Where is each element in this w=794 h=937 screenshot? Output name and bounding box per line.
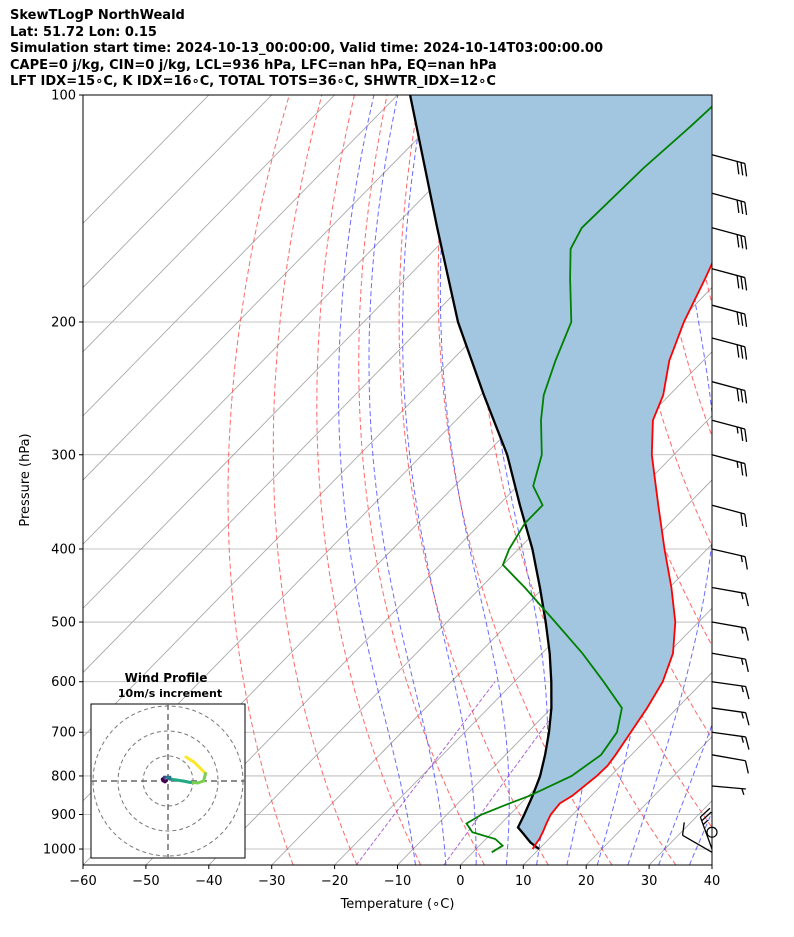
x-tick-label: 20: [578, 874, 595, 889]
x-tick-label: −40: [195, 874, 222, 889]
wind-barb: [711, 192, 748, 216]
mixing-ratio-line: [355, 681, 496, 865]
x-tick-label: −50: [132, 874, 159, 889]
dewpoint-line: [465, 105, 712, 854]
dry-adiabat: [316, 95, 422, 865]
wind-barb: [711, 337, 748, 360]
cape-cin-line: CAPE=0 j/kg, CIN=0 j/kg, LCL=936 hPa, LF…: [10, 57, 497, 73]
moist-adiabat: [627, 95, 712, 865]
wind-barb: [711, 154, 748, 177]
wind-barb: [711, 681, 750, 700]
isotherm-line: [397, 543, 712, 865]
stability-index-line: LFT IDX=15∘C, K IDX=16∘C, TOTAL TOTS=36∘…: [10, 74, 496, 89]
dry-adiabat: [745, 95, 794, 865]
location-line: Lat: 51.72 Lon: 0.15: [10, 24, 157, 40]
mixing-ratio-line: [443, 681, 578, 865]
wind-barb: [711, 785, 746, 796]
wind-barb: [711, 652, 749, 672]
moist-adiabat: [658, 723, 712, 865]
dry-adiabat: [398, 95, 549, 865]
y-tick-label: 400: [51, 542, 76, 557]
isotherm-line: [523, 671, 712, 865]
wind-barb: [711, 381, 748, 404]
y-tick-label: 500: [51, 616, 76, 631]
dry-adiabat: [358, 95, 485, 865]
dry-adiabat: [272, 95, 358, 865]
hodograph-trace-segment: [163, 779, 168, 784]
x-tick-label: −20: [321, 874, 348, 889]
x-tick-label: 40: [704, 874, 721, 889]
y-tick-label: 600: [51, 675, 76, 690]
dry-adiabat: [778, 95, 794, 865]
parcel-profile-line: [408, 95, 553, 850]
x-tick-label: −60: [69, 874, 96, 889]
hodograph-title: Wind Profile: [125, 671, 208, 685]
hodograph-trace-segment: [192, 760, 204, 772]
isotherm-line: [83, 95, 398, 417]
chart-title: SkewTLogP NorthWeald: [10, 8, 185, 23]
x-tick-label: −30: [258, 874, 285, 889]
chart-header: SkewTLogP NorthWeald Lat: 51.72 Lon: 0.1…: [10, 8, 603, 91]
moist-adiabat: [338, 95, 416, 865]
moist-adiabat: [439, 95, 510, 865]
moist-adiabat: [368, 95, 447, 865]
cin-shaded-region: [410, 95, 712, 849]
x-tick-label: 30: [641, 874, 658, 889]
wind-barb: [711, 419, 748, 443]
isotherm-line: [83, 95, 335, 353]
wind-barb: [711, 454, 748, 477]
wind-barb: [711, 621, 749, 641]
y-tick-label: 200: [51, 315, 76, 330]
y-tick-label: 1000: [43, 843, 76, 858]
dry-adiabat: [227, 95, 294, 865]
moist-adiabat: [720, 95, 794, 865]
x-tick-label: −10: [384, 874, 411, 889]
y-tick-label: 900: [51, 808, 76, 823]
plot-area: [83, 95, 794, 865]
wind-barb: [711, 227, 748, 250]
moist-adiabat: [401, 95, 477, 865]
y-axis-label: Pressure (hPa): [18, 433, 33, 526]
isotherm-line: [711, 864, 712, 865]
x-tick-label: 10: [515, 874, 532, 889]
isotherm-line: [83, 95, 272, 289]
wind-barb: [711, 586, 749, 607]
y-tick-label: 700: [51, 726, 76, 741]
calm-wind-circle: [706, 826, 718, 838]
x-tick-label: 0: [456, 874, 464, 889]
wind-barb: [711, 268, 748, 291]
isotherm-line: [334, 479, 712, 865]
isotherm-line: [83, 95, 461, 481]
wind-barb: [681, 822, 713, 853]
wind-barb: [711, 548, 748, 570]
wind-barb: [711, 304, 748, 327]
x-axis-label: Temperature (∘C): [340, 897, 455, 912]
hodograph-inset: Wind Profile 10m/s increment: [90, 671, 246, 859]
y-tick-label: 100: [51, 89, 76, 104]
hodograph-trace-segment: [184, 755, 196, 764]
wind-barbs: [681, 154, 750, 853]
hodograph-ring: [117, 730, 219, 832]
temperature-line: [531, 261, 712, 850]
axis-ticks: −60 −50 −40 −30 −20 −10 0 10 20 30 40 1000 900 800 700…: [43, 89, 720, 890]
wind-barb: [711, 707, 750, 726]
y-tick-label: 800: [51, 769, 76, 784]
hodograph-subtitle: 10m/s increment: [118, 687, 222, 700]
wind-barb: [711, 754, 749, 774]
simulation-time-line: Simulation start time: 2024-10-13_00:00:…: [10, 41, 603, 56]
wind-barb: [699, 807, 713, 850]
wind-barb: [711, 504, 748, 528]
isotherm-line: [83, 95, 524, 545]
wind-barb: [711, 731, 750, 750]
y-tick-label: 300: [51, 448, 76, 463]
dry-adiabat: [713, 95, 794, 865]
